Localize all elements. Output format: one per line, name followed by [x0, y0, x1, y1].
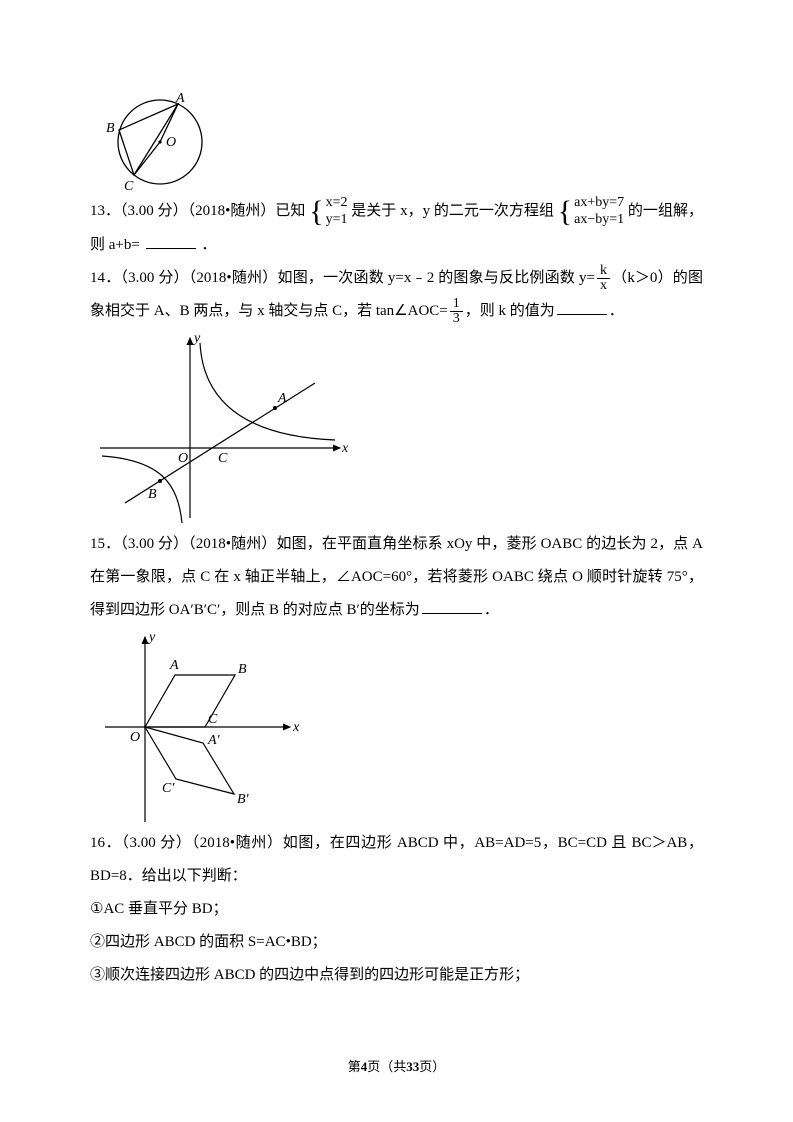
q15-lA: A [169, 658, 179, 673]
q14-ly: y [192, 331, 201, 346]
footer-b: 页（共 [367, 1059, 406, 1074]
q13: 13．（3.00 分）（2018•随州）已知 { x=2 y=1 是关于 x，y… [90, 195, 703, 262]
q14-lA: A [277, 391, 287, 406]
label-O: O [166, 135, 176, 150]
q15-lC: C [208, 712, 218, 727]
label-B: B [106, 121, 115, 136]
q14-t1: 14．（3.00 分）（2018•随州）如图，一次函数 y=x﹣2 的图象与反比… [90, 270, 595, 286]
q14-figure: x y O C A B [90, 328, 350, 528]
q14-blank [557, 299, 607, 315]
q14-lO: O [178, 451, 188, 466]
q15-lx: x [292, 720, 300, 735]
page-footer: 第4页（共33页） [0, 1053, 793, 1082]
q13-blank [146, 233, 196, 249]
footer-a: 第 [348, 1059, 361, 1074]
q13-prefix: 13．（3.00 分）（2018•随州）已知 [90, 203, 305, 219]
q13-sys2-l1: ax+by=7 [574, 195, 624, 212]
q16-l1: ①AC 垂直平分 BD； [90, 893, 703, 926]
q14: 14．（3.00 分）（2018•随州）如图，一次函数 y=x﹣2 的图象与反比… [90, 262, 703, 328]
q15-ly: y [147, 630, 156, 645]
q14-lx: x [341, 441, 349, 456]
page: A B C O 13．（3.00 分）（2018•随州）已知 { x=2 y=1… [0, 0, 793, 1122]
label-C: C [124, 179, 134, 194]
q15-lCp: C' [162, 781, 175, 796]
q13-sys1-l2: y=1 [326, 212, 348, 229]
q15-period: ． [484, 602, 499, 618]
q14-lC: C [218, 451, 228, 466]
q15: 15．（3.00 分）（2018•随州）如图，在平面直角坐标系 xOy 中，菱形… [90, 528, 703, 627]
q13-sys1: { x=2 y=1 [309, 195, 347, 229]
q15-lO: O [130, 730, 140, 745]
q13-period: ． [201, 237, 216, 253]
q15-blank [422, 598, 482, 614]
q13-sys2: { ax+by=7 ax−by=1 [558, 195, 624, 229]
q15-t1: 15．（3.00 分）（2018•随州）如图，在平面直角坐标系 xOy 中，菱形… [90, 536, 703, 618]
q13-sys2-l2: ax−by=1 [574, 212, 624, 229]
q14-lB: B [148, 487, 157, 502]
q14-t3: ，则 k 的值为 [465, 303, 555, 319]
q16-l2: ②四边形 ABCD 的面积 S=AC•BD； [90, 926, 703, 959]
q14-period: ． [609, 303, 624, 319]
q15-lB: B [238, 662, 247, 677]
q14-frac2: 13 [450, 297, 463, 326]
footer-c: 页） [419, 1059, 445, 1074]
q15-lBp: B' [237, 792, 250, 807]
q16-line1: 16．（3.00 分）（2018•随州）如图，在四边形 ABCD 中，AB=AD… [90, 827, 703, 893]
q13-mid: 是关于 x，y 的二元一次方程组 [351, 203, 554, 219]
q12-figure: A B C O [90, 90, 220, 195]
q14-frac1: kx [597, 264, 610, 293]
q13-sys1-l1: x=2 [326, 195, 348, 212]
label-A: A [175, 91, 185, 106]
q15-lAp: A' [207, 733, 221, 748]
q16-l3: ③顺次连接四边形 ABCD 的四边中点得到的四边形可能是正方形； [90, 959, 703, 992]
footer-total: 33 [406, 1059, 419, 1074]
q15-figure: x y O A B C A' B' C' [90, 627, 300, 827]
